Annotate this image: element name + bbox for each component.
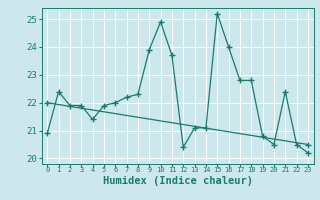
X-axis label: Humidex (Indice chaleur): Humidex (Indice chaleur): [103, 176, 252, 186]
